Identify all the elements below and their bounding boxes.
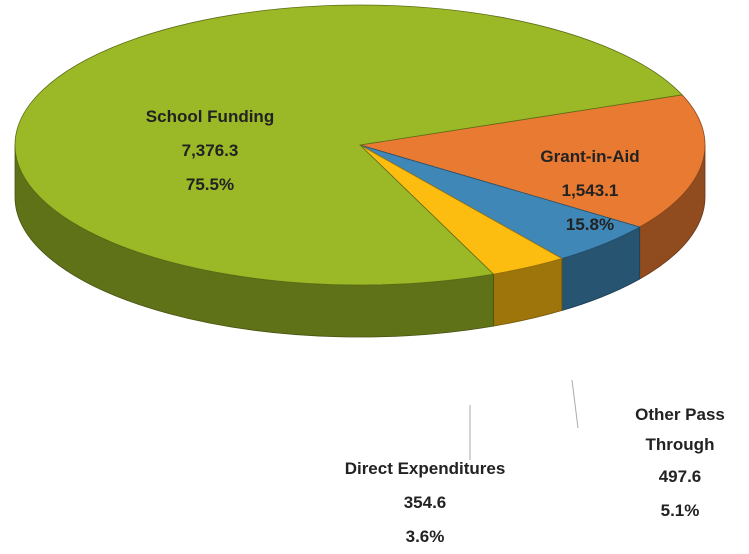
value-label: 7,376.3 xyxy=(181,141,239,160)
category-label: Grant-in-Aid xyxy=(540,147,640,166)
leader-line xyxy=(571,379,579,429)
value-label: 354.6 xyxy=(403,493,447,512)
category-label: Direct Expenditures xyxy=(344,459,506,478)
category-label: School Funding xyxy=(145,107,275,126)
percent-label: 75.5% xyxy=(185,175,235,194)
category-label: Other Pass Through xyxy=(635,405,725,454)
slice-label: Other Pass Through 497.6 5.1% xyxy=(610,400,749,528)
slice xyxy=(359,94,706,228)
slice-label: Grant-in-Aid 1,543.1 15.8% xyxy=(530,140,650,242)
value-label: 1,543.1 xyxy=(561,181,619,200)
slice-label: Direct Expenditures 354.6 3.6% xyxy=(290,452,560,554)
pie-canvas xyxy=(14,4,706,460)
percent-label: 3.6% xyxy=(405,527,445,546)
slice xyxy=(14,4,683,286)
percent-label: 5.1% xyxy=(660,501,700,520)
percent-label: 15.8% xyxy=(565,215,615,234)
slice-label: School Funding 7,376.3 75.5% xyxy=(110,100,310,202)
value-label: 497.6 xyxy=(658,467,702,486)
chart: Grant-in-Aid 1,543.1 15.8% Other Pass Throu… xyxy=(14,4,749,546)
